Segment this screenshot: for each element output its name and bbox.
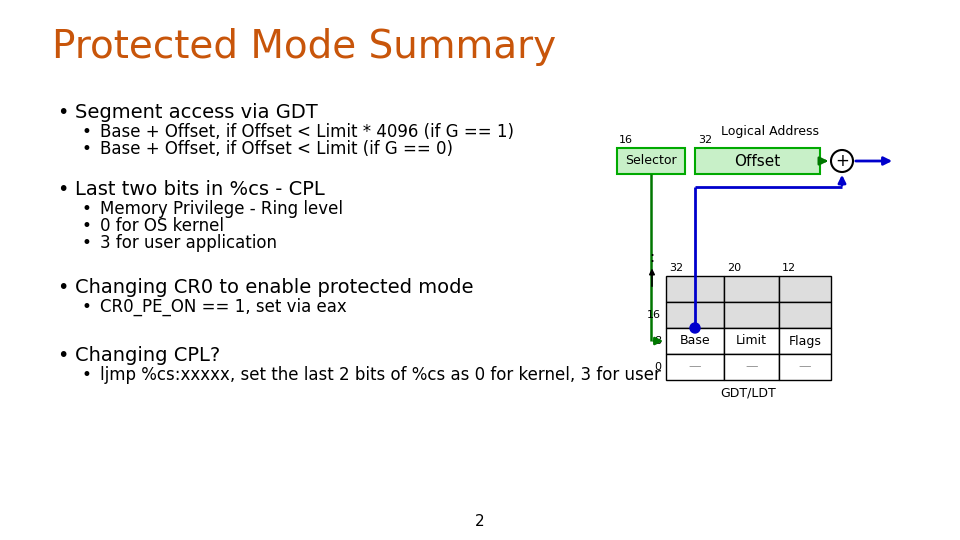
Text: •: • — [57, 278, 68, 297]
Text: —: — — [799, 361, 811, 374]
Text: •: • — [57, 180, 68, 199]
Text: —: — — [745, 361, 757, 374]
Text: 0 for OS kernel: 0 for OS kernel — [100, 217, 224, 235]
Text: Base + Offset, if Offset < Limit * 4096 (if G == 1): Base + Offset, if Offset < Limit * 4096 … — [100, 123, 514, 141]
Text: •: • — [57, 346, 68, 365]
Text: :: : — [649, 251, 655, 265]
Circle shape — [690, 323, 700, 333]
Text: •: • — [82, 234, 92, 252]
Bar — [724, 354, 779, 380]
Bar — [724, 276, 779, 302]
Bar — [695, 148, 820, 174]
Text: 8: 8 — [654, 336, 661, 346]
Text: •: • — [82, 217, 92, 235]
Text: Changing CPL?: Changing CPL? — [75, 346, 220, 365]
Bar — [724, 328, 779, 354]
Text: 12: 12 — [782, 263, 796, 273]
Text: Memory Privilege - Ring level: Memory Privilege - Ring level — [100, 200, 343, 218]
Text: Base: Base — [680, 334, 710, 348]
Text: GDT/LDT: GDT/LDT — [721, 386, 777, 399]
Text: •: • — [82, 140, 92, 158]
Text: •: • — [82, 200, 92, 218]
Bar — [779, 302, 831, 328]
Text: Selector: Selector — [625, 154, 677, 167]
Bar — [666, 302, 724, 328]
Bar — [779, 354, 831, 380]
Text: •: • — [57, 103, 68, 122]
Text: Limit: Limit — [736, 334, 767, 348]
Text: Logical Address: Logical Address — [721, 125, 819, 138]
Bar — [724, 302, 779, 328]
Text: —: — — [688, 361, 701, 374]
Text: Last two bits in %cs - CPL: Last two bits in %cs - CPL — [75, 180, 324, 199]
Text: CR0_PE_ON == 1, set via eax: CR0_PE_ON == 1, set via eax — [100, 298, 347, 316]
Text: •: • — [82, 366, 92, 384]
Text: ljmp %cs:xxxxx, set the last 2 bits of %cs as 0 for kernel, 3 for user: ljmp %cs:xxxxx, set the last 2 bits of %… — [100, 366, 660, 384]
Bar — [666, 276, 724, 302]
Text: •: • — [82, 298, 92, 316]
Text: 2: 2 — [475, 515, 485, 530]
Bar — [779, 276, 831, 302]
Text: Offset: Offset — [734, 153, 780, 168]
Bar — [666, 354, 724, 380]
Text: 32: 32 — [698, 135, 712, 145]
Text: 16: 16 — [619, 135, 633, 145]
Text: 20: 20 — [727, 263, 741, 273]
Bar — [779, 328, 831, 354]
Text: 0: 0 — [654, 362, 661, 372]
Text: +: + — [835, 152, 849, 171]
Text: 32: 32 — [669, 263, 684, 273]
Bar — [666, 328, 724, 354]
Bar — [617, 148, 685, 174]
Text: Segment access via GDT: Segment access via GDT — [75, 103, 318, 122]
Text: Protected Mode Summary: Protected Mode Summary — [52, 28, 556, 66]
Text: Changing CR0 to enable protected mode: Changing CR0 to enable protected mode — [75, 278, 473, 297]
Text: Flags: Flags — [788, 334, 822, 348]
Text: 16: 16 — [647, 310, 661, 320]
Text: •: • — [82, 123, 92, 141]
Text: 3 for user application: 3 for user application — [100, 234, 277, 252]
Text: Base + Offset, if Offset < Limit (if G == 0): Base + Offset, if Offset < Limit (if G =… — [100, 140, 453, 158]
